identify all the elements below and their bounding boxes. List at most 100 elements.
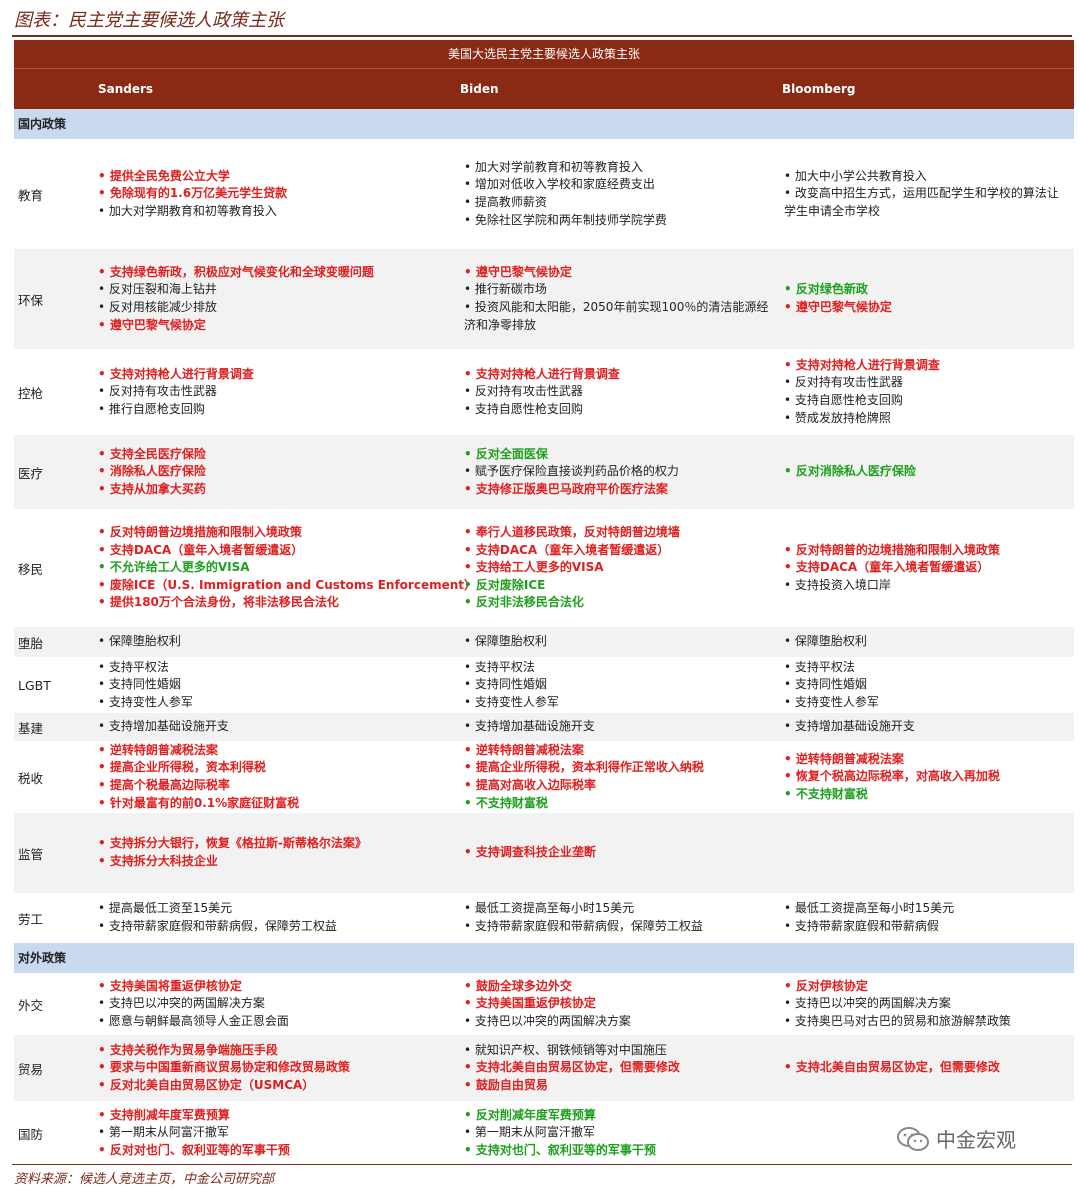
policy-table: 美国大选民主党主要候选人政策主张 Sanders Biden Bloomberg… xyxy=(14,40,1074,1165)
policy-item: 保障堕胎权利 xyxy=(464,633,778,651)
policy-cell: 保障堕胎权利 xyxy=(464,633,784,651)
section-header: 国内政策 xyxy=(14,109,1074,139)
policy-item: 遵守巴黎气候协定 xyxy=(784,299,1070,317)
policy-cell: 支持平权法支持同性婚姻支持变性人参军 xyxy=(784,659,1076,712)
policy-item: 反对非法移民合法化 xyxy=(464,594,778,612)
policy-item: 不支持财富税 xyxy=(464,795,778,813)
policy-item: 支持拆分大科技企业 xyxy=(98,853,458,871)
policy-cell: 最低工资提高至每小时15美元支持带薪家庭假和带薪病假，保障劳工权益 xyxy=(464,900,784,935)
policy-item: 不允许给工人更多的VISA xyxy=(98,559,458,577)
policy-item: 支持增加基础设施开支 xyxy=(98,718,458,736)
table-row: 劳工提高最低工资至15美元支持带薪家庭假和带薪病假，保障劳工权益最低工资提高至每… xyxy=(14,893,1074,943)
policy-item: 第一期末从阿富汗撤军 xyxy=(464,1124,778,1142)
watermark-text: 中金宏观 xyxy=(936,1128,1016,1152)
policy-cell: 反对特朗普边境措施和限制入境政策支持DACA（童年入境者暂缓遣返）不允许给工人更… xyxy=(98,524,476,612)
policy-item: 支持平权法 xyxy=(784,659,1070,677)
policy-item: 支持巴以冲突的两国解决方案 xyxy=(464,1013,778,1031)
column-headers: Sanders Biden Bloomberg xyxy=(14,69,1074,109)
policy-cell: 支持绿色新政，积极应对气候变化和全球变暖问题反对压裂和海上钻井反对用核能减少排放… xyxy=(98,264,464,334)
policy-cell: 鼓励全球多边外交支持美国重返伊核协定支持巴以冲突的两国解决方案 xyxy=(464,978,784,1031)
policy-item: 反对绿色新政 xyxy=(784,281,1070,299)
table-row: 堕胎保障堕胎权利保障堕胎权利保障堕胎权利 xyxy=(14,627,1074,657)
policy-cell: 支持增加基础设施开支 xyxy=(464,718,784,736)
policy-item: 提高企业所得税，资本利得作正常收入纳税 xyxy=(464,759,778,777)
policy-item: 支持增加基础设施开支 xyxy=(784,718,1070,736)
policy-item: 支持带薪家庭假和带薪病假，保障劳工权益 xyxy=(464,918,778,936)
policy-item: 支持变性人参军 xyxy=(464,694,778,712)
policy-item: 反对持有攻击性武器 xyxy=(464,383,778,401)
policy-cell: 支持平权法支持同性婚姻支持变性人参军 xyxy=(464,659,784,712)
wechat-icon xyxy=(897,1126,929,1151)
row-label: 环保 xyxy=(18,292,44,308)
policy-item: 支持全民医疗保险 xyxy=(98,446,458,464)
policy-item: 支持平权法 xyxy=(464,659,778,677)
row-label: 监管 xyxy=(18,846,44,862)
policy-item: 消除私人医疗保险 xyxy=(98,463,458,481)
row-label: LGBT xyxy=(18,677,51,693)
policy-item: 废除ICE（U.S. Immigration and Customs Enfor… xyxy=(98,577,476,595)
row-label: 医疗 xyxy=(18,465,44,481)
table-row: 医疗 支持全民医疗保险消除私人医疗保险支持从加拿大买药反对全面医保赋予医疗保险直接… xyxy=(14,435,1074,509)
policy-item: 逆转特朗普减税法案 xyxy=(784,751,1070,769)
policy-item: 鼓励全球多边外交 xyxy=(464,978,778,996)
column-bloomberg: Bloomberg xyxy=(782,82,856,96)
policy-cell: 保障堕胎权利 xyxy=(98,633,464,651)
policy-item: 支持自愿性枪支回购 xyxy=(784,392,1070,410)
policy-item: 赋予医疗保险直接谈判药品价格的权力 xyxy=(464,463,778,481)
policy-item: 提供180万个合法身份，将非法移民合法化 xyxy=(98,594,458,612)
policy-item: 支持奥巴马对古巴的贸易和旅游解禁政策 xyxy=(784,1013,1070,1031)
row-label: 外交 xyxy=(18,997,44,1013)
policy-item: 反对压裂和海上钻井 xyxy=(98,281,458,299)
policy-item: 第一期末从阿富汗撤军 xyxy=(98,1124,458,1142)
policy-item: 支持对也门、叙利亚等的军事干预 xyxy=(464,1142,778,1160)
column-biden: Biden xyxy=(460,82,499,96)
policy-item: 支持美国重返伊核协定 xyxy=(464,995,778,1013)
policy-item: 就知识产权、钢铁倾销等对中国施压 xyxy=(464,1042,778,1060)
policy-item: 不支持财富税 xyxy=(784,786,1070,804)
column-sanders: Sanders xyxy=(98,82,154,96)
policy-item: 支持北美自由贸易区协定，但需要修改 xyxy=(784,1059,1070,1077)
policy-item: 支持增加基础设施开支 xyxy=(464,718,778,736)
policy-item: 针对最富有的前0.1%家庭征财富税 xyxy=(98,795,458,813)
policy-cell: 支持对持枪人进行背景调查反对持有攻击性武器支持自愿性枪支回购 xyxy=(464,366,784,419)
policy-item: 支持变性人参军 xyxy=(98,694,458,712)
policy-item: 支持巴以冲突的两国解决方案 xyxy=(784,995,1070,1013)
policy-item: 支持带薪家庭假和带薪病假 xyxy=(784,918,1070,936)
policy-item: 支持关税作为贸易争端施压手段 xyxy=(98,1042,458,1060)
bottom-rule xyxy=(12,1164,1072,1165)
policy-item: 反对北美自由贸易区协定（USMCA） xyxy=(98,1077,458,1095)
policy-item: 反对消除私人医疗保险 xyxy=(784,463,1070,481)
policy-item: 增加对低收入学校和家庭经费支出 xyxy=(464,176,778,194)
policy-item: 提高个税最高边际税率 xyxy=(98,777,458,795)
policy-item: 支持美国将重返伊核协定 xyxy=(98,978,458,996)
row-label: 国防 xyxy=(18,1126,44,1142)
policy-item: 提高最低工资至15美元 xyxy=(98,900,458,918)
policy-item: 免除现有的1.6万亿美元学生贷款 xyxy=(98,185,458,203)
row-label: 移民 xyxy=(18,561,44,577)
policy-cell: 加大对学前教育和初等教育投入增加对低收入学校和家庭经费支出提高教师薪资免除社区学… xyxy=(464,159,784,229)
policy-cell: 逆转特朗普减税法案提高企业所得税，资本利得作正常收入纳税提高对高收入边际税率不支… xyxy=(464,742,784,812)
policy-item: 加大对学前教育和初等教育投入 xyxy=(464,159,778,177)
policy-item: 支持调查科技企业垄断 xyxy=(464,844,778,862)
policy-item: 反对全面医保 xyxy=(464,446,778,464)
policy-cell: 逆转特朗普减税法案恢复个税高边际税率，对高收入再加税不支持财富税 xyxy=(784,751,1076,804)
policy-item: 恢复个税高边际税率，对高收入再加税 xyxy=(784,768,1070,786)
table-row: 税收逆转特朗普减税法案提高企业所得税，资本利得税提高个税最高边际税率针对最富有的… xyxy=(14,741,1074,813)
top-rule xyxy=(12,35,1072,37)
policy-cell: 遵守巴黎气候协定推行新碳市场投资风能和太阳能，2050年前实现100％的清洁能源… xyxy=(464,264,784,334)
policy-cell: 反对伊核协定支持巴以冲突的两国解决方案支持奥巴马对古巴的贸易和旅游解禁政策 xyxy=(784,978,1076,1031)
policy-cell: 提高最低工资至15美元支持带薪家庭假和带薪病假，保障劳工权益 xyxy=(98,900,464,935)
policy-cell: 支持拆分大银行，恢复《格拉斯-斯蒂格尔法案》支持拆分大科技企业 xyxy=(98,835,464,870)
figure-title: 图表：民主党主要候选人政策主张 xyxy=(14,10,284,31)
watermark: 中金宏观 xyxy=(896,1124,1016,1153)
policy-cell: 反对削减年度军费预算第一期末从阿富汗撤军支持对也门、叙利亚等的军事干预 xyxy=(464,1107,784,1160)
policy-item: 逆转特朗普减税法案 xyxy=(464,742,778,760)
policy-item: 保障堕胎权利 xyxy=(98,633,458,651)
policy-item: 支持北美自由贸易区协定，但需要修改 xyxy=(464,1059,778,1077)
policy-cell: 加大中小学公共教育投入改变高中招生方式，运用匹配学生和学校的算法让学生申请全市学… xyxy=(784,168,1076,221)
policy-item: 推行自愿枪支回购 xyxy=(98,401,458,419)
policy-item: 保障堕胎权利 xyxy=(784,633,1070,651)
policy-cell: 奉行人道移民政策，反对特朗普边境墙支持DACA（童年入境者暂缓遣返）支持给工人更… xyxy=(464,524,784,612)
policy-item: 反对特朗普的边境措施和限制入境政策 xyxy=(784,542,1070,560)
policy-cell: 保障堕胎权利 xyxy=(784,633,1076,651)
